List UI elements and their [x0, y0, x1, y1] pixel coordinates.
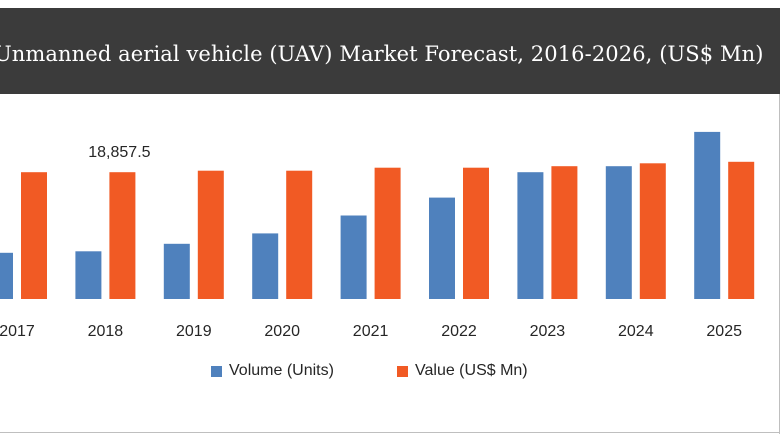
bar-value-2018 — [109, 172, 136, 299]
chart-title-bar: Unmanned aerial vehicle (UAV) Market For… — [0, 8, 780, 94]
bar-value-2022 — [463, 167, 489, 299]
bar-volume-2024 — [605, 166, 632, 299]
x-tick-label-2024: 2024 — [618, 323, 654, 340]
bar-volume-2017 — [0, 252, 13, 299]
annotations: 18,857.5 — [88, 144, 150, 161]
legend-item-value: Value (US$ Mn) — [397, 362, 528, 380]
x-tick-label-2025: 2025 — [706, 323, 742, 340]
bar-value-2025 — [728, 161, 755, 299]
bar-volume-2018 — [75, 251, 102, 299]
bar-value-2019 — [197, 170, 224, 299]
bar-value-2020 — [286, 170, 313, 299]
legend-item-volume: Volume (Units) — [211, 362, 334, 380]
legend-label-value: Value (US$ Mn) — [415, 362, 528, 379]
x-axis-ticks: 2017 2018 2019 2020 2021 2022 2023 2024 2025 — [0, 323, 742, 340]
legend: Volume (Units) Value (US$ Mn) — [0, 362, 780, 384]
frame-border-bottom — [0, 432, 780, 433]
bar-volume-2021 — [340, 215, 367, 299]
bar-volume-2022 — [429, 197, 455, 299]
bar-value-2021 — [374, 167, 401, 299]
bar-value-2017 — [21, 172, 47, 299]
x-tick-label-2018: 2018 — [88, 323, 124, 340]
x-tick-label-2020: 2020 — [264, 323, 300, 340]
bar-volume-2020 — [252, 233, 279, 299]
bar-group — [0, 131, 755, 299]
x-tick-label-2021: 2021 — [353, 323, 389, 340]
bar-volume-2019 — [163, 243, 190, 299]
bar-value-2024 — [639, 163, 666, 299]
x-tick-label-2022: 2022 — [441, 323, 477, 340]
x-tick-label-2023: 2023 — [530, 323, 566, 340]
legend-swatch-value — [397, 365, 408, 377]
chart-title: Unmanned aerial vehicle (UAV) Market For… — [0, 42, 764, 66]
bar-value-2023 — [551, 166, 578, 299]
legend-swatch-volume — [211, 365, 222, 377]
x-tick-label-2019: 2019 — [176, 323, 212, 340]
x-tick-label-2017: 2017 — [0, 323, 35, 340]
bar-volume-2023 — [517, 172, 544, 299]
legend-label-volume: Volume (Units) — [229, 362, 334, 379]
data-label-2018: 18,857.5 — [88, 144, 150, 161]
bar-volume-2025 — [694, 131, 721, 299]
